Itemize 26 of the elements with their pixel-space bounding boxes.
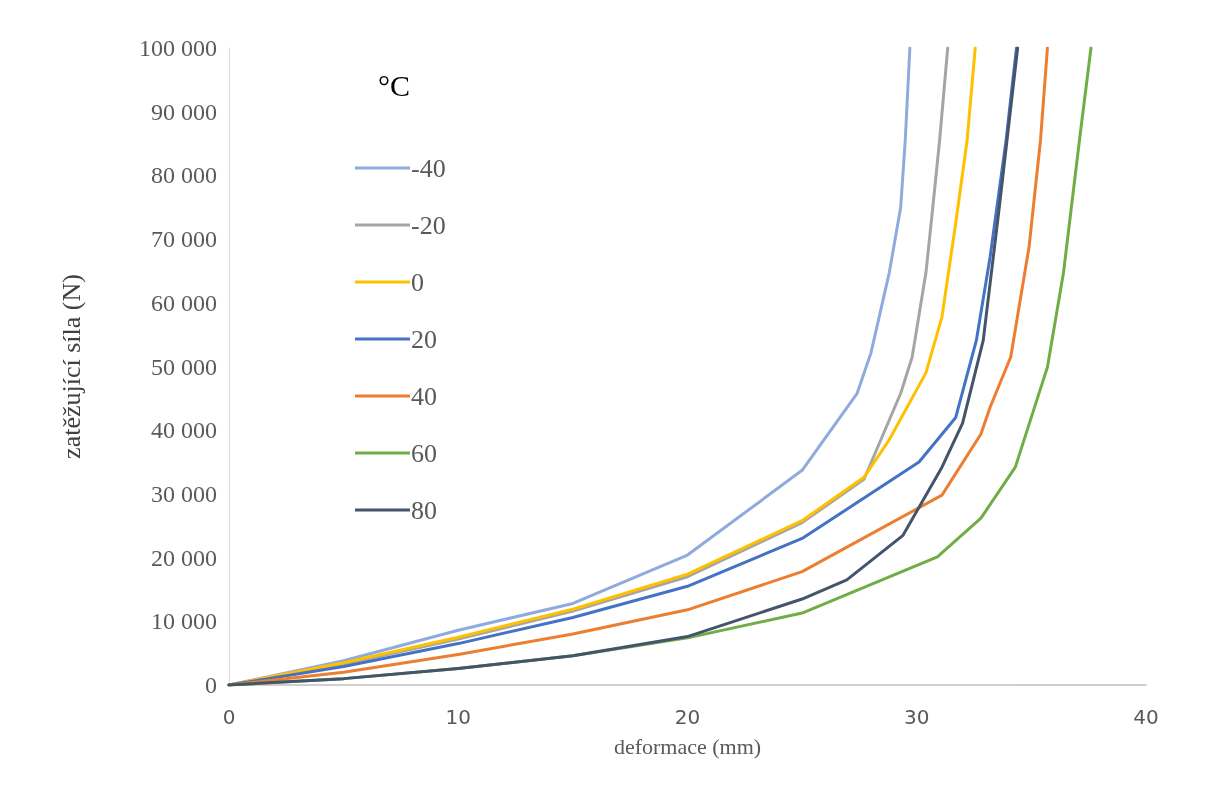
legend-label: 40 [411,381,437,411]
y-tick-label: 30 000 [151,480,217,507]
y-tick-label: 80 000 [151,162,217,189]
y-tick-label: 70 000 [151,226,217,253]
x-tick-label: 0 [222,705,236,729]
legend-label: 80 [411,495,437,525]
legend-label: 60 [411,438,437,468]
legend-title: °C [378,68,411,102]
y-tick-label: 100 000 [139,35,217,61]
y-tick-label: 60 000 [151,289,217,316]
x-tick-label: 20 [674,705,701,729]
y-tick-label: 90 000 [151,98,217,125]
legend-label: -20 [411,210,446,240]
x-tick-label: 30 [904,705,930,729]
y-axis-title: zatěžující síla (N) [56,274,86,459]
legend-label: -40 [411,153,446,183]
y-tick-label: 50 000 [151,353,217,380]
y-tick-label: 10 000 [151,608,217,635]
x-axis-title: deformace (mm) [613,733,762,759]
y-tick-label: 0 [205,672,217,698]
legend-label: 20 [411,324,437,354]
y-tick-label: 20 000 [151,544,217,571]
x-tick-label: 10 [445,705,471,729]
y-tick-label: 40 000 [151,417,217,444]
legend-label: 0 [411,267,424,297]
x-tick-label: 40 [1133,705,1159,729]
